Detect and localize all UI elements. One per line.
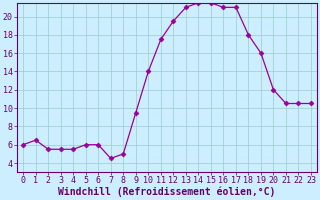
X-axis label: Windchill (Refroidissement éolien,°C): Windchill (Refroidissement éolien,°C)	[58, 187, 276, 197]
